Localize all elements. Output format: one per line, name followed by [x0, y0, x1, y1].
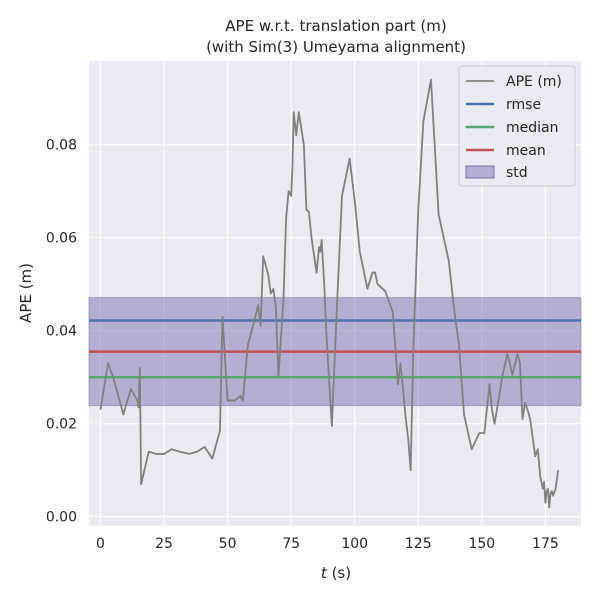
- legend-std-label: std: [506, 165, 528, 181]
- legend-median-label: median: [506, 120, 558, 136]
- x-tick-label: 100: [341, 536, 368, 552]
- x-axis-label: t (s): [321, 564, 351, 582]
- x-tick-label: 50: [219, 536, 237, 552]
- y-tick-label: 0.00: [46, 510, 77, 526]
- x-axis-ticks: 0 25 50 75 100 125 150 175: [96, 536, 559, 552]
- x-tick-label: 125: [405, 536, 432, 552]
- x-tick-label: 150: [468, 536, 495, 552]
- x-tick-label: 175: [532, 536, 559, 552]
- legend-mean-label: mean: [506, 143, 546, 159]
- y-axis-label: APE (m): [17, 263, 35, 323]
- y-tick-label: 0.04: [46, 324, 77, 340]
- legend-std-swatch: [465, 165, 495, 179]
- legend-ape-label: APE (m): [506, 74, 562, 90]
- y-tick-label: 0.02: [46, 417, 77, 433]
- y-axis-ticks: 0.00 0.02 0.04 0.06 0.08: [46, 138, 77, 526]
- ape-series-line: [99, 78, 560, 509]
- chart-title-line-1: APE w.r.t. translation part (m): [225, 17, 446, 35]
- x-tick-label: 0: [96, 536, 105, 552]
- y-tick-label: 0.08: [46, 138, 77, 154]
- chart-title-line-2: (with Sim(3) Umeyama alignment): [206, 38, 466, 56]
- legend-box: [458, 65, 576, 187]
- y-tick-label: 0.06: [46, 231, 77, 247]
- legend: APE (m) rmse median mean std: [458, 65, 576, 187]
- x-tick-label: 25: [155, 536, 173, 552]
- x-tick-label: 75: [282, 536, 300, 552]
- legend-rmse-label: rmse: [506, 97, 541, 113]
